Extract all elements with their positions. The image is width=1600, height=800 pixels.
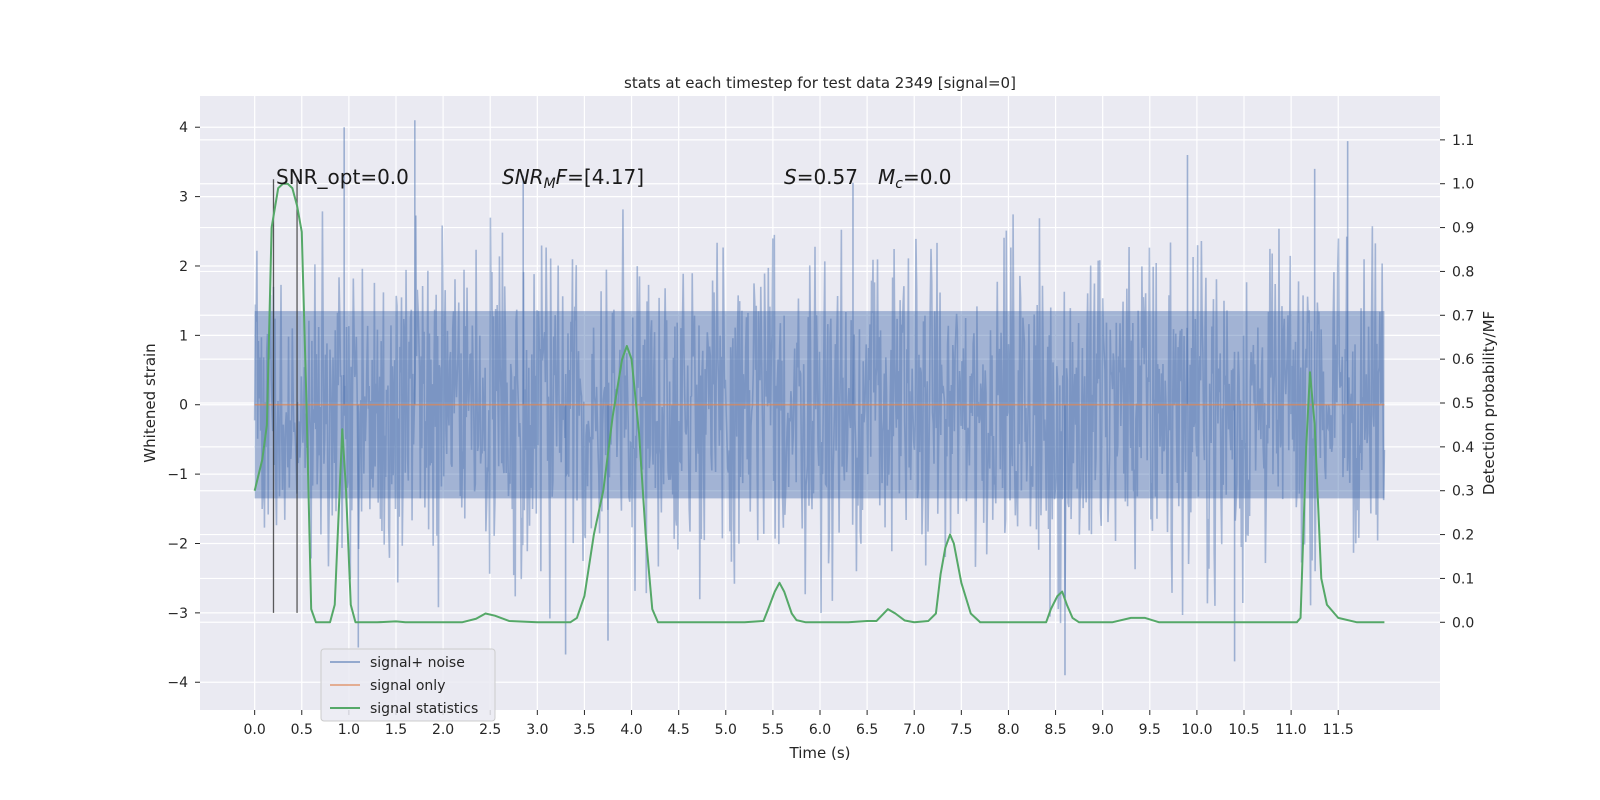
x-tick-label: 4.5 [668,722,690,738]
x-axis-label: Time (s) [789,744,851,762]
annotation-snr-mf-symbol: SNR [502,165,544,189]
x-tick-label: 2.0 [432,722,454,738]
y2-tick-label: 0.3 [1452,484,1474,500]
x-tick-label: 6.5 [856,722,878,738]
x-tick-label: 7.5 [950,722,972,738]
x-tick-label: 3.5 [573,722,595,738]
x-tick-label: 0.5 [291,722,313,738]
y-tick-label: 0 [179,398,188,414]
y-tick-label: −3 [167,606,188,622]
y2-tick-label: 0.9 [1452,221,1474,237]
annotation-s: S=0.57 [784,165,858,189]
x-tick-label: 5.5 [762,722,784,738]
y-tick-label: −2 [167,536,188,552]
y2-tick-label: 0.1 [1452,571,1474,587]
x-tick-label: 6.0 [809,722,831,738]
x-tick-label: 0.0 [244,722,266,738]
chart-title: stats at each timestep for test data 234… [624,74,1016,92]
annotation-mc-subscript: c [895,176,903,192]
x-tick-label: 11.5 [1323,722,1354,738]
annotation-snr-opt: SNR_opt=0.0 [276,165,409,189]
annotation-mc-symbol: M [878,165,895,189]
annotation-snr-mf-subscript: M [544,176,556,192]
y2-tick-label: 0.8 [1452,264,1474,280]
y2-axis-label: Detection probability/MF [1480,311,1498,495]
annotation-mc-value: =0.0 [903,165,952,189]
annotation-snr-mf: SNRMF=[4.17] [502,165,644,192]
y2-tick-label: 0.2 [1452,528,1474,544]
y-tick-label: −4 [167,675,188,691]
annotation-s-value: =0.57 [797,165,858,189]
signal-statistics-line [253,182,1385,624]
x-tick-label: 9.0 [1092,722,1114,738]
y-tick-label: 3 [179,190,188,206]
y2-tick-label: 0.0 [1452,615,1474,631]
y-tick-label: −1 [167,467,188,483]
x-tick-label: 1.5 [385,722,407,738]
x-tick-label: 10.5 [1228,722,1259,738]
y-tick-label: 4 [179,120,188,136]
x-tick-label: 3.0 [526,722,548,738]
y2-tick-label: 0.6 [1452,352,1474,368]
legend-label-signal-noise: signal+ noise [370,655,465,671]
x-tick-label: 2.5 [479,722,501,738]
legend-label-signal-only: signal only [370,678,445,694]
x-tick-label: 8.0 [997,722,1019,738]
axis-ticks: 0.0 0.5 1.0 1.5 2.0 2.5 3.0 3.5 4.0 4.5 5.0 5.5 6.0 6… [167,120,1474,738]
x-tick-label: 8.5 [1044,722,1066,738]
y2-tick-label: 1.0 [1452,177,1474,193]
legend-label-signal-statistics: signal statistics [370,701,478,717]
annotation-s-symbol: S [784,165,797,189]
signal-noise-line [253,209,1386,624]
x-tick-label: 5.0 [715,722,737,738]
y2-tick-label: 1.1 [1452,133,1474,149]
y2-tick-label: 0.5 [1452,396,1474,412]
x-tick-label: 4.0 [620,722,642,738]
legend-box [320,648,496,722]
x-tick-label: 7.0 [903,722,925,738]
annotation-snr-mf-value: =[4.17] [567,165,644,189]
y-tick-label: 2 [179,259,188,275]
x-tick-label: 11.0 [1276,722,1307,738]
marker-lines [272,179,298,613]
x-tick-label: 10.0 [1181,722,1212,738]
y2-tick-label: 0.7 [1452,308,1474,324]
annotation-mc: Mc=0.0 [878,165,952,192]
y2-tick-label: 0.4 [1452,440,1474,456]
signal-statistics-series [253,182,1385,624]
x-tick-label: 1.0 [338,722,360,738]
y-tick-label: 1 [179,328,188,344]
annotation-snr-mf-tail: F [556,165,568,189]
x-tick-label: 9.5 [1139,722,1161,738]
legend: signal+ noise signal only signal statist… [320,648,496,722]
y-axis-label: Whitened strain [141,343,159,462]
